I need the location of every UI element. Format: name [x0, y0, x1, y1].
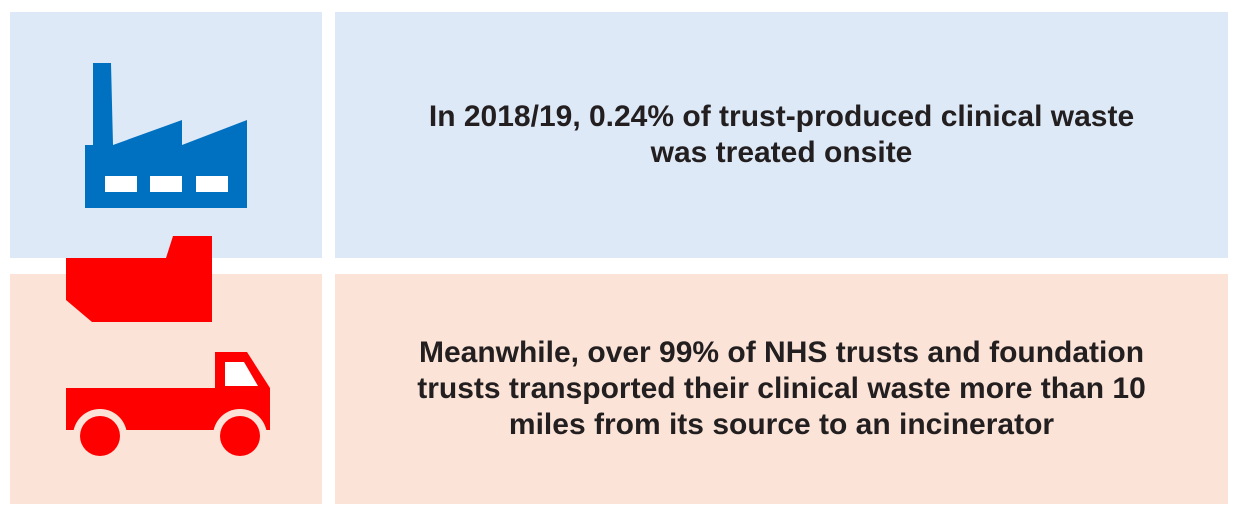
text-line: was treated onsite: [650, 136, 913, 169]
icons: [66, 63, 270, 463]
text-panel: In 2018/19, 0.24% of trust-produced clin…: [335, 12, 1228, 258]
truck-icon: [66, 236, 270, 463]
text-line: Meanwhile, over 99% of NHS trusts and fo…: [418, 336, 1145, 369]
factory-icon: [85, 63, 247, 208]
text-line: In 2018/19, 0.24% of trust-produced clin…: [428, 100, 1135, 133]
text-line: miles from its source to an incinerator: [508, 408, 1055, 441]
text-line: trusts transported their clinical waste …: [417, 372, 1146, 405]
text-panel: Meanwhile, over 99% of NHS trusts and fo…: [335, 274, 1228, 504]
